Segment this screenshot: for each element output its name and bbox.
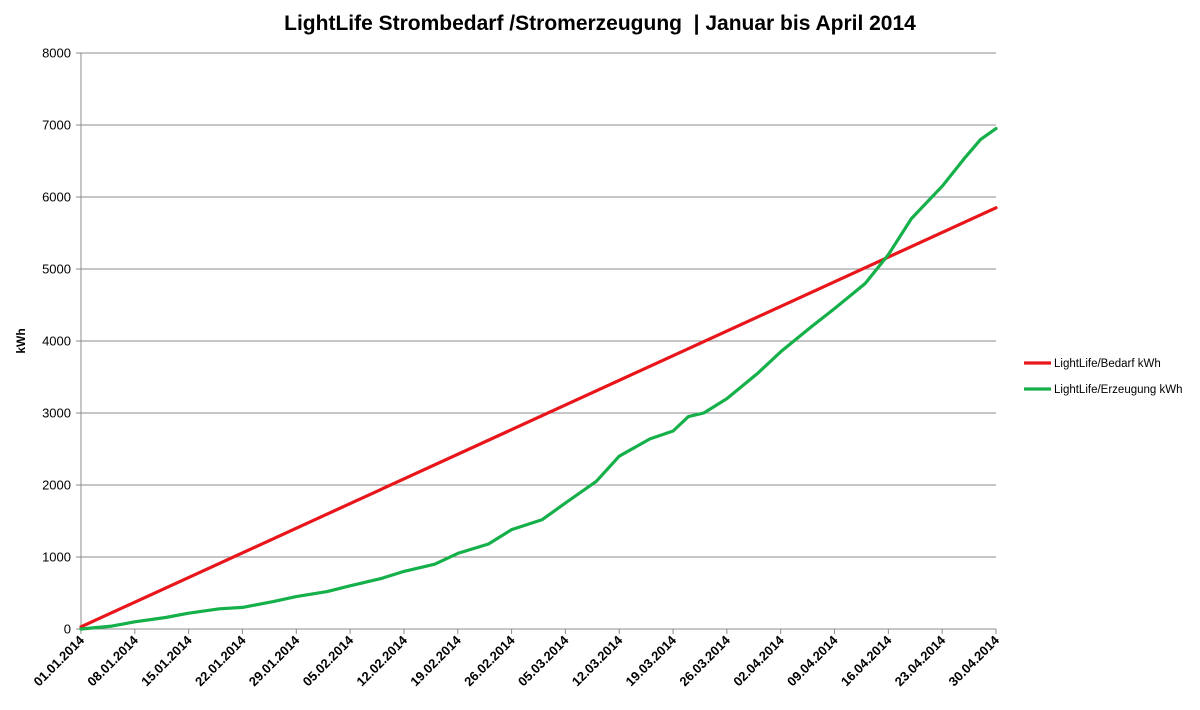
y-tick-label: 1000 [42, 550, 71, 565]
y-tick-label: 3000 [42, 406, 71, 421]
y-tick-label: 6000 [42, 190, 71, 205]
series-line-erzeugung [79, 127, 998, 631]
y-tick-label: 8000 [42, 46, 71, 61]
series-line-bedarf [79, 206, 998, 629]
series-lines [79, 127, 998, 631]
axes [76, 52, 997, 634]
y-tick-labels: 0 1000 2000 3000 4000 5000 6000 7000 8000 [42, 46, 71, 637]
y-tick-label: 5000 [42, 262, 71, 277]
y-tick-label: 4000 [42, 334, 71, 349]
legend: LightLife/Bedarf kWh LightLife/Erzeugung … [1024, 358, 1183, 396]
y-tick-label: 0 [64, 622, 71, 637]
y-tick-label: 7000 [42, 118, 71, 133]
y-axis-label: kWh [14, 328, 28, 353]
y-tick-label: 2000 [42, 478, 71, 493]
chart-title: LightLife Strombedarf /Stromerzeugung | … [284, 12, 916, 35]
legend-label: LightLife/Bedarf kWh [1054, 358, 1161, 370]
legend-label: LightLife/Erzeugung kWh [1054, 384, 1183, 396]
gridlines [81, 52, 996, 558]
